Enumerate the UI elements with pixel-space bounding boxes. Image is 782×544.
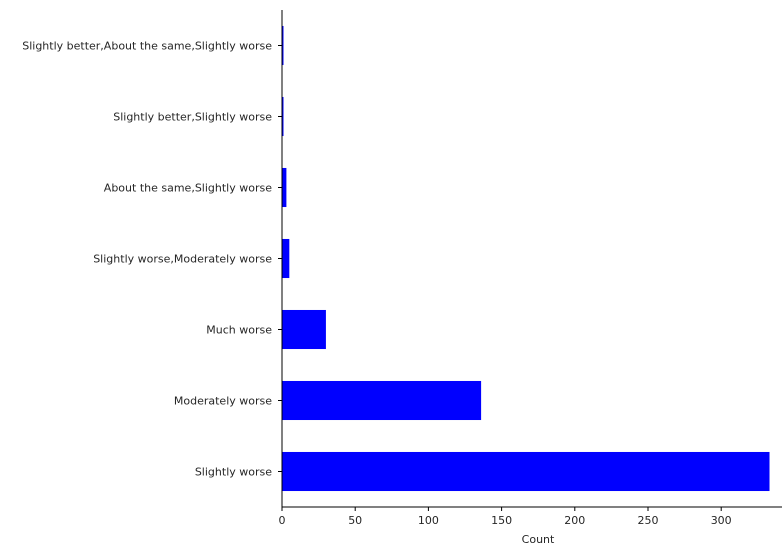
x-tick-label: 150	[491, 514, 512, 527]
bar	[282, 380, 482, 421]
y-axis-ticks: Slightly worse Moderately worse Much worse…	[22, 40, 282, 479]
bar	[282, 238, 290, 279]
y-tick-label: Slightly better,About the same,Slightly …	[22, 40, 272, 53]
y-tick-label: Slightly worse,Moderately worse	[93, 253, 272, 266]
y-tick-label: Much worse	[206, 324, 272, 337]
x-tick-label: 0	[279, 514, 286, 527]
bar	[282, 25, 284, 66]
y-tick-label: Slightly worse	[195, 466, 272, 479]
bars-group	[282, 25, 770, 492]
x-axis-label: Count	[522, 533, 555, 544]
x-tick-label: 300	[711, 514, 732, 527]
bar	[282, 451, 770, 492]
x-tick-label: 250	[638, 514, 659, 527]
y-tick-label: Moderately worse	[174, 395, 272, 408]
bar	[282, 96, 284, 137]
y-tick-label: Slightly better,Slightly worse	[113, 111, 272, 124]
x-tick-label: 200	[564, 514, 585, 527]
x-tick-label: 50	[348, 514, 362, 527]
bar	[282, 167, 287, 208]
x-axis-ticks: 0 50 100 150 200 250 300	[279, 507, 732, 527]
x-tick-label: 100	[418, 514, 439, 527]
y-tick-label: About the same,Slightly worse	[104, 182, 272, 195]
bar	[282, 309, 326, 350]
